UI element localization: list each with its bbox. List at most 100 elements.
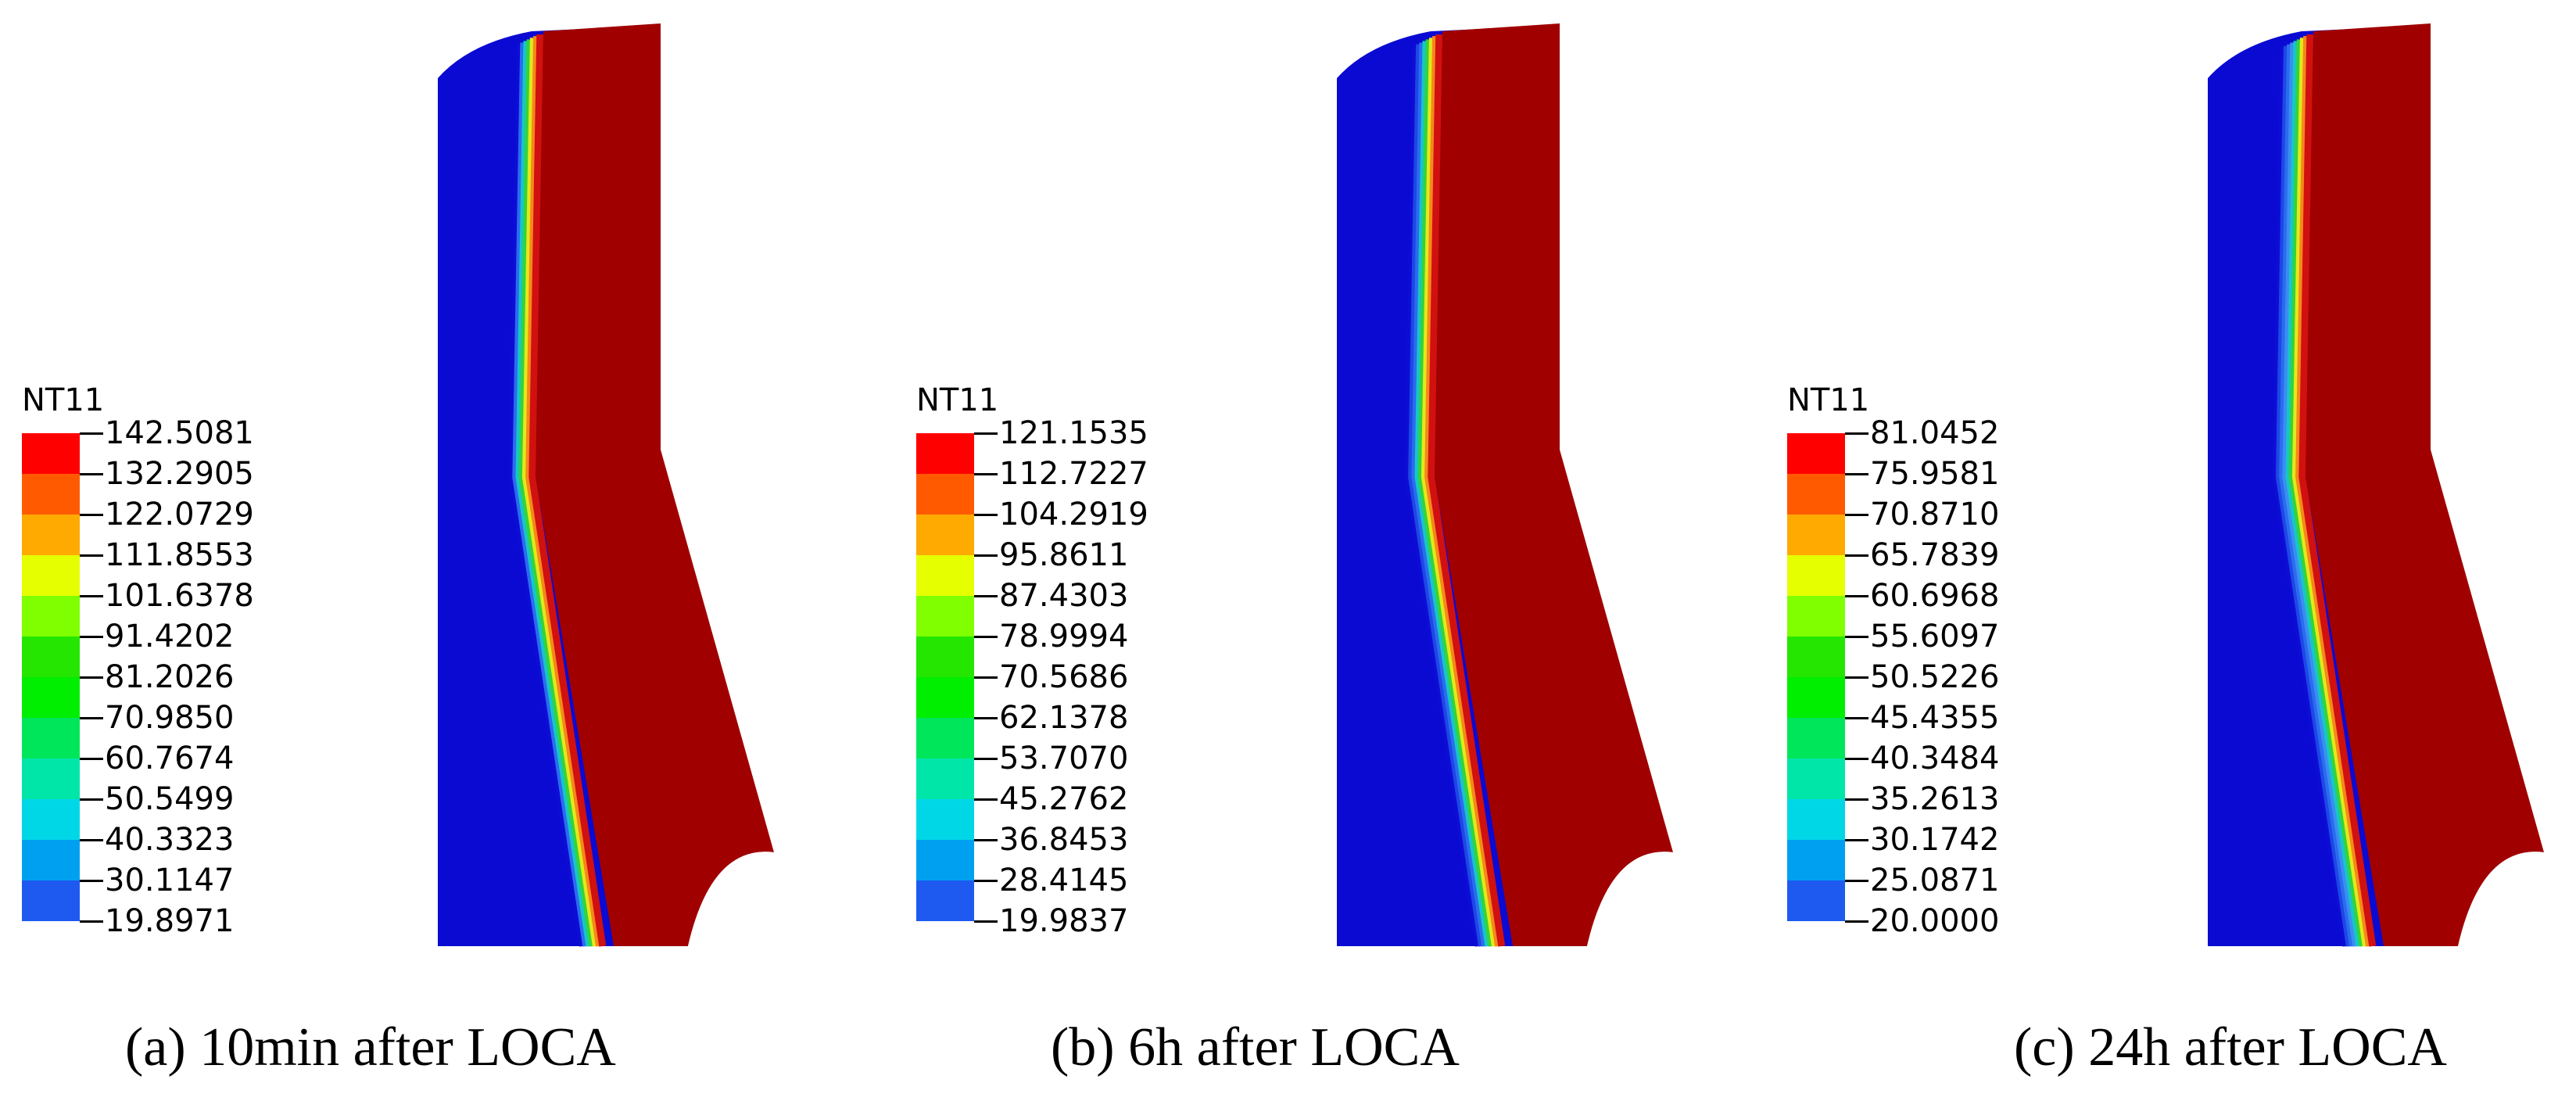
legend-tick bbox=[1845, 473, 1868, 475]
legend-tick bbox=[80, 798, 103, 801]
legend-swatch bbox=[22, 677, 80, 718]
legend-swatch bbox=[22, 555, 80, 596]
legend-title: NT11 bbox=[1787, 382, 1870, 418]
legend-swatch bbox=[916, 596, 974, 637]
temperature-contour-shape bbox=[1337, 23, 1696, 947]
legend-tick-label: 95.8611 bbox=[999, 537, 1129, 573]
legend-swatch bbox=[22, 433, 80, 474]
legend-swatch bbox=[916, 677, 974, 718]
legend-swatch bbox=[22, 880, 80, 921]
legend-tick bbox=[974, 798, 998, 801]
legend-tick-label: 45.2762 bbox=[999, 781, 1129, 817]
legend-swatch bbox=[916, 433, 974, 474]
panel-c: NT11 81.0452 75.9581 70.8710 65.7839 60.6968… bbox=[1717, 0, 2575, 1101]
legend-swatch bbox=[916, 637, 974, 677]
legend-tick-label: 111.8553 bbox=[105, 537, 254, 573]
legend-tick-label: 75.9581 bbox=[1870, 456, 2000, 492]
legend-tick bbox=[974, 595, 998, 597]
legend-swatch bbox=[1787, 799, 1845, 840]
legend-tick bbox=[1845, 676, 1868, 679]
legend-swatch bbox=[1787, 474, 1845, 515]
legend-tick-label: 20.0000 bbox=[1870, 903, 2000, 939]
gradient-band bbox=[528, 34, 607, 947]
legend-swatch bbox=[22, 596, 80, 637]
legend-swatch bbox=[916, 515, 974, 555]
legend-tick-label: 45.4355 bbox=[1870, 700, 2000, 736]
legend-swatch bbox=[916, 718, 974, 759]
legend-tick-label: 28.4145 bbox=[999, 863, 1129, 898]
legend-swatch bbox=[916, 759, 974, 799]
legend-swatch bbox=[1787, 718, 1845, 759]
legend-tick bbox=[1845, 717, 1868, 719]
legend-tick bbox=[974, 676, 998, 679]
legend-tick bbox=[1845, 554, 1868, 557]
legend-tick bbox=[974, 717, 998, 719]
caption-b: (b) 6h after LOCA bbox=[1051, 1017, 1460, 1078]
legend-tick-label: 104.2919 bbox=[999, 497, 1148, 533]
legend-tick bbox=[80, 514, 103, 516]
legend-title: NT11 bbox=[916, 382, 999, 418]
legend-swatch bbox=[1787, 555, 1845, 596]
legend-swatch bbox=[1787, 840, 1845, 880]
legend-tick bbox=[80, 839, 103, 841]
gradient-band bbox=[1428, 34, 1506, 947]
legend-tick-label: 78.9994 bbox=[999, 619, 1129, 655]
legend-tick-label: 60.7674 bbox=[105, 741, 235, 776]
legend-tick-label: 87.4303 bbox=[999, 578, 1129, 614]
legend-tick-label: 50.5226 bbox=[1870, 659, 2000, 695]
legend-tick bbox=[974, 920, 998, 923]
legend-swatch bbox=[22, 515, 80, 555]
legend-swatch bbox=[22, 637, 80, 677]
legend-swatch bbox=[916, 474, 974, 515]
legend-tick bbox=[974, 636, 998, 638]
legend-tick bbox=[974, 514, 998, 516]
legend-swatch bbox=[916, 880, 974, 921]
legend-tick bbox=[1845, 432, 1868, 435]
legend-tick bbox=[974, 473, 998, 475]
legend-tick bbox=[80, 880, 103, 882]
legend-tick bbox=[80, 595, 103, 597]
legend-swatch bbox=[916, 555, 974, 596]
legend-tick-label: 70.8710 bbox=[1870, 497, 2000, 533]
legend-tick-label: 30.1742 bbox=[1870, 822, 2000, 858]
gradient-band bbox=[2298, 34, 2377, 947]
caption-a: (a) 10min after LOCA bbox=[125, 1017, 616, 1078]
legend-tick bbox=[80, 758, 103, 760]
legend-tick-label: 122.0729 bbox=[105, 497, 254, 533]
legend-tick-label: 101.6378 bbox=[105, 578, 254, 614]
legend-tick-label: 142.5081 bbox=[105, 415, 254, 451]
legend-tick-label: 19.9837 bbox=[999, 903, 1129, 939]
legend-swatch bbox=[916, 799, 974, 840]
legend-tick-label: 36.8453 bbox=[999, 822, 1129, 858]
legend-tick-label: 70.5686 bbox=[999, 659, 1129, 695]
legend-tick bbox=[974, 554, 998, 557]
background-mask bbox=[1587, 852, 1696, 946]
legend-tick bbox=[974, 758, 998, 760]
temperature-contour-shape bbox=[438, 23, 797, 947]
hot-region bbox=[536, 23, 774, 946]
legend-tick-label: 40.3323 bbox=[105, 822, 235, 858]
legend-tick-label: 53.7070 bbox=[999, 741, 1129, 776]
hot-region bbox=[2306, 23, 2544, 946]
legend-tick bbox=[1845, 758, 1868, 760]
legend-tick bbox=[80, 473, 103, 475]
legend-tick-label: 112.7227 bbox=[999, 456, 1148, 492]
legend-tick bbox=[80, 636, 103, 638]
legend-swatch bbox=[22, 718, 80, 759]
legend-swatch bbox=[22, 474, 80, 515]
legend-tick-label: 70.9850 bbox=[105, 700, 235, 736]
legend-tick bbox=[80, 432, 103, 435]
legend-swatch bbox=[1787, 880, 1845, 921]
legend-tick bbox=[1845, 920, 1868, 923]
legend-tick-label: 91.4202 bbox=[105, 619, 235, 655]
legend-tick-label: 19.8971 bbox=[105, 903, 235, 939]
legend-tick-label: 40.3484 bbox=[1870, 741, 2000, 776]
legend-tick-label: 132.2905 bbox=[105, 456, 254, 492]
legend-tick bbox=[1845, 839, 1868, 841]
legend-swatch bbox=[1787, 759, 1845, 799]
legend-swatch bbox=[1787, 596, 1845, 637]
legend-tick bbox=[1845, 514, 1868, 516]
background-mask bbox=[688, 852, 797, 946]
legend-tick bbox=[974, 839, 998, 841]
legend-swatch bbox=[1787, 515, 1845, 555]
